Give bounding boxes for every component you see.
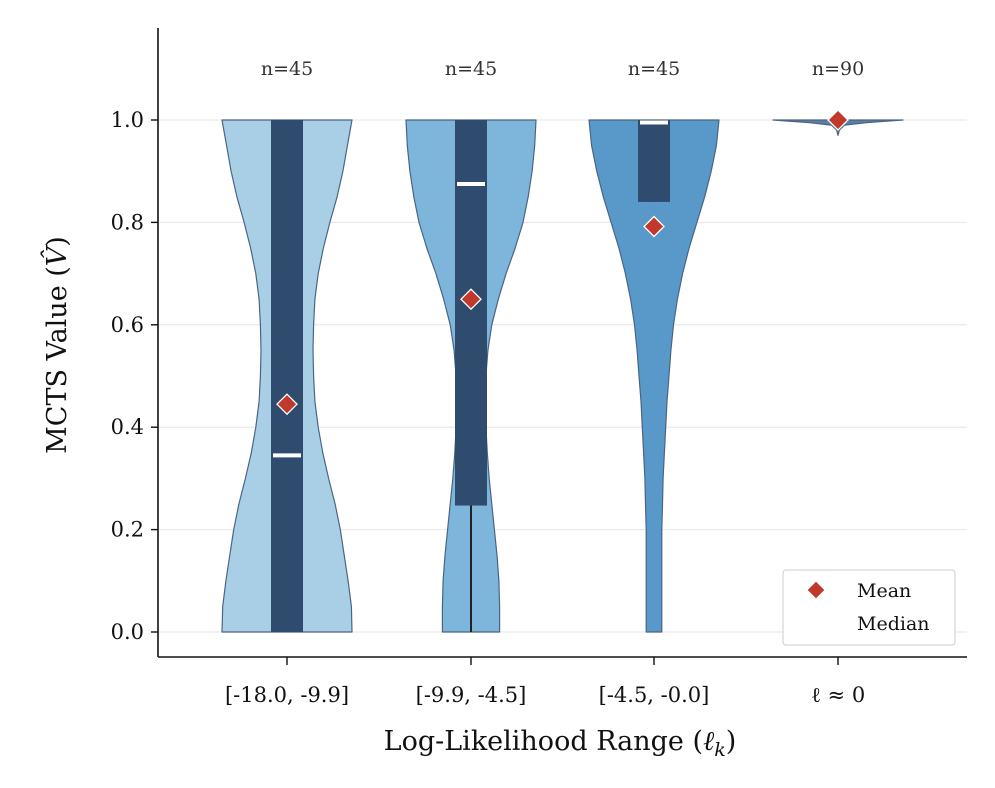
count-label: n=45	[445, 58, 497, 80]
x-tick-label: [-4.5, -0.0]	[599, 683, 710, 707]
y-tick-label: 0.6	[111, 313, 144, 337]
count-label: n=90	[812, 58, 864, 80]
mean-marker	[276, 393, 298, 416]
violin-body	[588, 119, 720, 633]
count-label: n=45	[628, 58, 680, 80]
count-label: n=45	[261, 58, 313, 80]
x-ticks: [-18.0, -9.9] [-9.9, -4.5] [-4.5, -0.0] ℓ ≈…	[225, 657, 865, 707]
y-tick-label: 0.4	[111, 415, 144, 439]
y-tick-label: 0.8	[111, 210, 144, 234]
axes	[157, 28, 967, 658]
y-axis-title: MCTS Value (V̂)	[40, 236, 73, 454]
legend-mean-label: Mean	[857, 580, 911, 602]
y-tick-label: 0.2	[111, 518, 144, 542]
count-labels: n=45 n=45 n=45 n=90	[261, 58, 864, 80]
mean-markers	[276, 109, 849, 416]
iqr-box	[638, 120, 670, 202]
y-tick-label: 0.0	[111, 620, 144, 644]
violins	[221, 119, 904, 633]
legend-median-label: Median	[857, 613, 930, 635]
iqr-box	[455, 120, 487, 506]
x-tick-label: [-9.9, -4.5]	[416, 683, 527, 707]
legend-frame	[782, 569, 956, 646]
legend: Mean Median	[782, 569, 956, 646]
iqr-box	[271, 120, 303, 632]
x-axis-title: Log-Likelihood Range (ℓk)	[384, 726, 737, 761]
y-tick-label: 1.0	[111, 108, 144, 132]
legend-mean-marker	[806, 580, 826, 600]
x-tick-label: ℓ ≈ 0	[811, 683, 865, 707]
mean-marker	[827, 109, 849, 131]
boxes	[271, 120, 670, 632]
x-tick-label: [-18.0, -9.9]	[225, 683, 349, 707]
mean-marker	[460, 288, 482, 311]
mean-marker	[643, 215, 665, 238]
y-ticks: 0.0 0.2 0.4 0.6 0.8 1.0	[111, 108, 158, 644]
